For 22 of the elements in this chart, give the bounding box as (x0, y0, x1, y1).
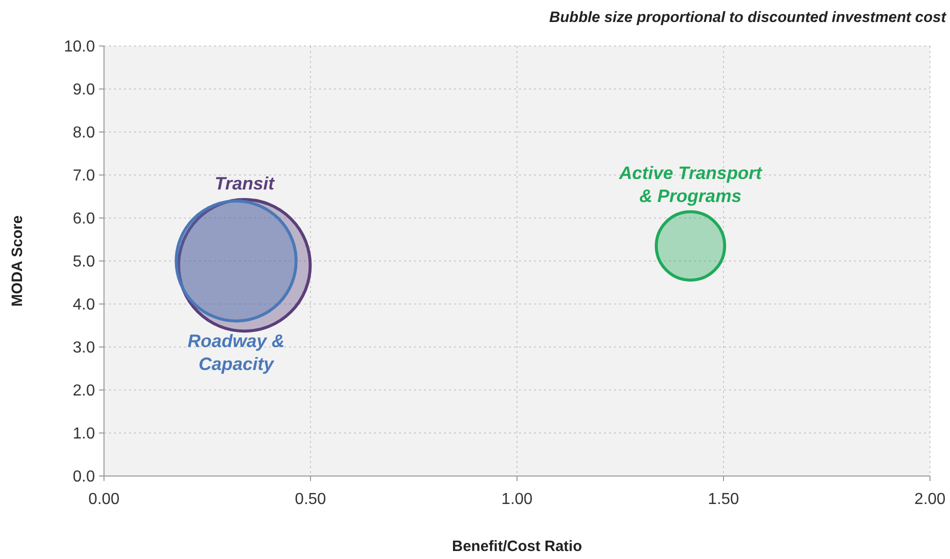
y-axis-title: MODA Score (9, 215, 26, 307)
y-tick-label: 3.0 (72, 340, 96, 357)
chart-title: Bubble size proportional to discounted investment cost (549, 9, 948, 26)
series-label: Transit (214, 174, 276, 194)
y-tick-label: 7.0 (72, 168, 96, 185)
y-tick-label: 4.0 (72, 296, 96, 314)
x-tick-label: 1.50 (708, 491, 740, 508)
y-tick-label: 10.0 (64, 38, 96, 56)
x-tick-label: 2.00 (914, 491, 946, 508)
x-tick-label: 1.00 (501, 491, 533, 508)
y-tick-label: 1.0 (72, 426, 96, 443)
y-tick-label: 0.0 (72, 468, 96, 486)
x-axis-title: Benefit/Cost Ratio (452, 538, 582, 555)
series-label: Active Transport & Programs (618, 162, 763, 206)
y-tick-label: 9.0 (72, 82, 96, 99)
x-tick-label: 0.00 (88, 491, 120, 508)
y-tick-label: 8.0 (72, 124, 96, 142)
x-tick-label: 0.50 (294, 491, 326, 508)
series-label: Roadway & Capacity (188, 330, 285, 374)
y-tick-label: 2.0 (72, 382, 96, 400)
y-tick-label: 6.0 (72, 210, 96, 228)
y-tick-label: 5.0 (72, 254, 96, 271)
